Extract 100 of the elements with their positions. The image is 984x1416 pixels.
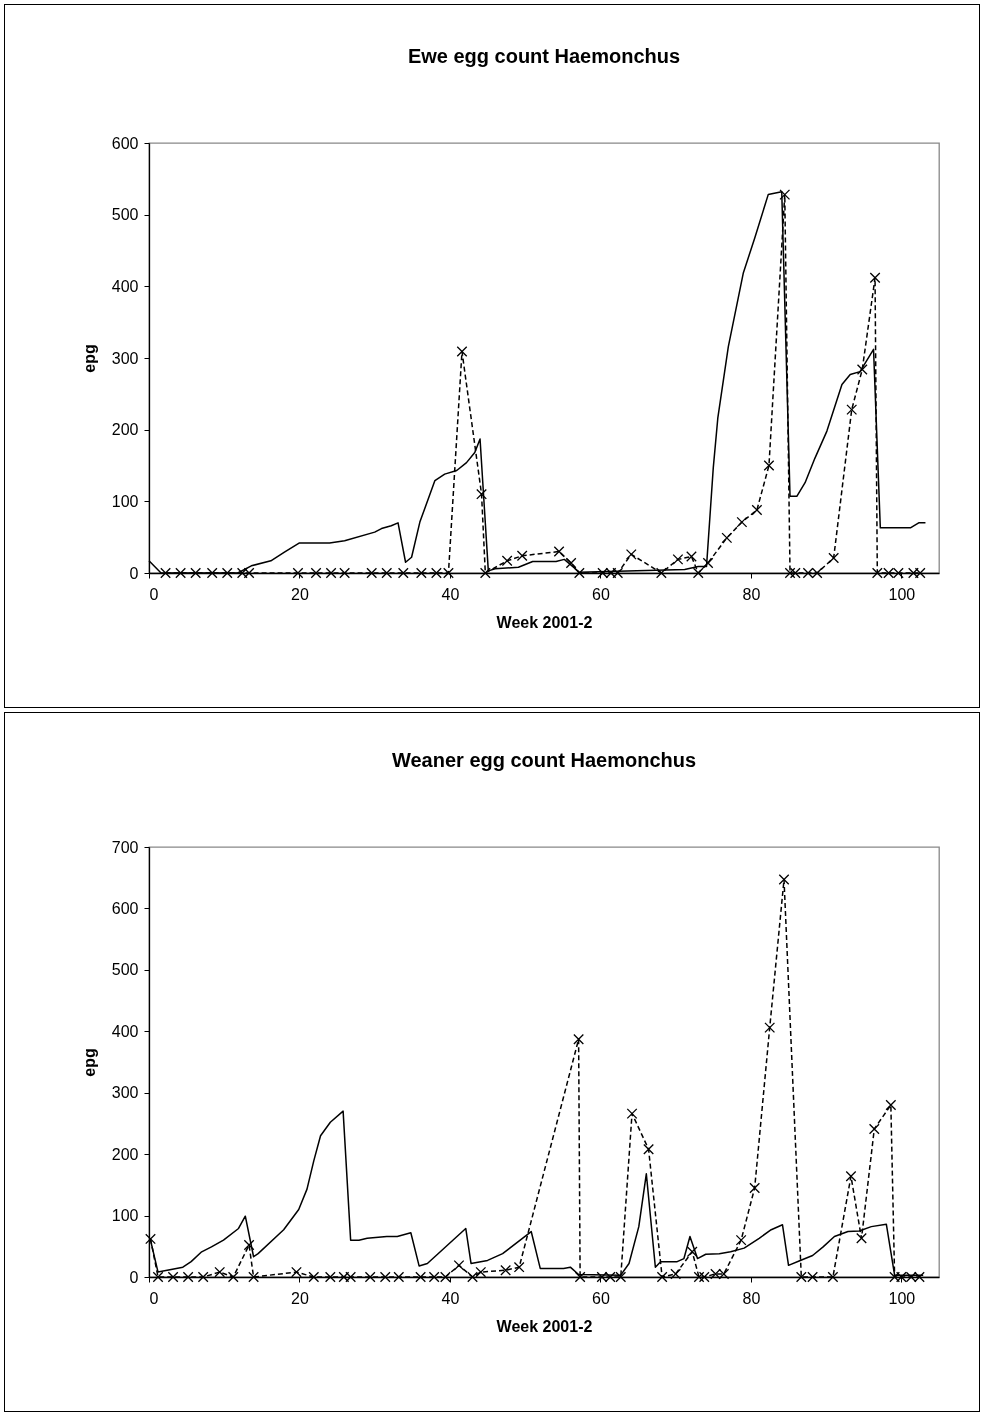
point (513, 1261, 525, 1273)
x-axis-title: Week 2001-2 (496, 613, 593, 631)
x-tick-label: 60 (592, 1289, 610, 1307)
point (175, 567, 186, 579)
point (764, 1022, 776, 1033)
y-tick-label: 400 (111, 277, 139, 295)
point (476, 488, 487, 500)
point (827, 1271, 839, 1283)
point (248, 1271, 259, 1283)
point (500, 1264, 512, 1276)
x-tick-label: 80 (742, 1289, 761, 1307)
point (779, 189, 791, 200)
y-tick-label: 100 (111, 1207, 139, 1225)
point (698, 1271, 710, 1283)
point (516, 550, 528, 562)
x-tick-label: 0 (149, 585, 159, 603)
point (686, 1246, 698, 1258)
point (784, 567, 796, 579)
y-tick-label: 600 (111, 134, 139, 152)
y-tick-label: 300 (111, 349, 139, 367)
point (736, 516, 748, 528)
point (221, 567, 233, 579)
point (670, 1268, 682, 1280)
point (393, 1271, 405, 1283)
point (735, 1234, 747, 1246)
point (846, 404, 858, 415)
point (721, 532, 733, 544)
x-tick-label: 60 (592, 585, 610, 603)
point (692, 567, 704, 579)
y-tick-label: 0 (129, 1268, 139, 1286)
point (167, 1271, 179, 1283)
y-tick-label: 200 (111, 421, 139, 439)
x-tick-label: 100 (888, 1289, 916, 1307)
point (778, 874, 790, 885)
point (415, 567, 427, 579)
point (379, 1271, 391, 1283)
point (397, 567, 409, 579)
point (479, 567, 491, 579)
point (243, 1239, 255, 1251)
point (656, 1271, 668, 1283)
point (655, 567, 667, 579)
point (206, 567, 218, 579)
point (456, 346, 468, 357)
y-tick-label: 300 (111, 1084, 139, 1102)
point (145, 1233, 156, 1245)
point (227, 1271, 239, 1283)
point (751, 504, 763, 516)
point (415, 1271, 426, 1283)
point (693, 1271, 705, 1283)
point (182, 1271, 194, 1283)
y-tick-label: 500 (111, 961, 139, 979)
point (749, 1182, 761, 1194)
point (869, 272, 881, 284)
point (292, 567, 304, 579)
point (152, 1271, 164, 1283)
chart-title: Weaner egg count Haemonchus (391, 749, 697, 771)
point (339, 567, 351, 579)
point (553, 546, 565, 557)
point (868, 1123, 880, 1135)
x-tick-label: 20 (291, 1289, 309, 1307)
y-axis-title: epg (80, 1048, 98, 1077)
point (856, 364, 868, 375)
x-tick-label: 40 (441, 585, 460, 603)
x-axis-title: Week 2001-2 (496, 1317, 593, 1335)
point (214, 1266, 226, 1278)
x-tick-label: 0 (149, 1289, 159, 1307)
y-tick-label: 500 (111, 206, 139, 224)
point (501, 555, 513, 567)
point (686, 551, 697, 562)
x-tick-label: 80 (742, 585, 761, 603)
point (308, 1271, 320, 1283)
y-tick-label: 100 (111, 492, 139, 510)
point (190, 567, 202, 579)
point (453, 1259, 465, 1271)
point (626, 1108, 638, 1119)
point (643, 1143, 654, 1155)
point (325, 567, 337, 579)
point (381, 567, 393, 579)
point (475, 1266, 487, 1278)
point (366, 567, 378, 579)
point (702, 557, 714, 569)
point (763, 460, 775, 471)
chart-title: Ewe egg count Haemonchus (407, 45, 681, 67)
y-axis-title: epg (80, 344, 98, 373)
point (573, 567, 585, 579)
point (573, 1033, 584, 1045)
point (565, 557, 577, 569)
x-tick-label: 40 (441, 1289, 460, 1307)
point (574, 1271, 586, 1283)
y-tick-label: 200 (111, 1145, 139, 1163)
point (856, 1232, 867, 1244)
point (672, 553, 684, 565)
point (364, 1271, 376, 1283)
x-tick-label: 20 (291, 585, 309, 603)
point (291, 1266, 302, 1278)
point (197, 1271, 209, 1283)
point (310, 567, 322, 579)
point (324, 1271, 336, 1283)
point (845, 1170, 857, 1182)
point (789, 567, 801, 579)
